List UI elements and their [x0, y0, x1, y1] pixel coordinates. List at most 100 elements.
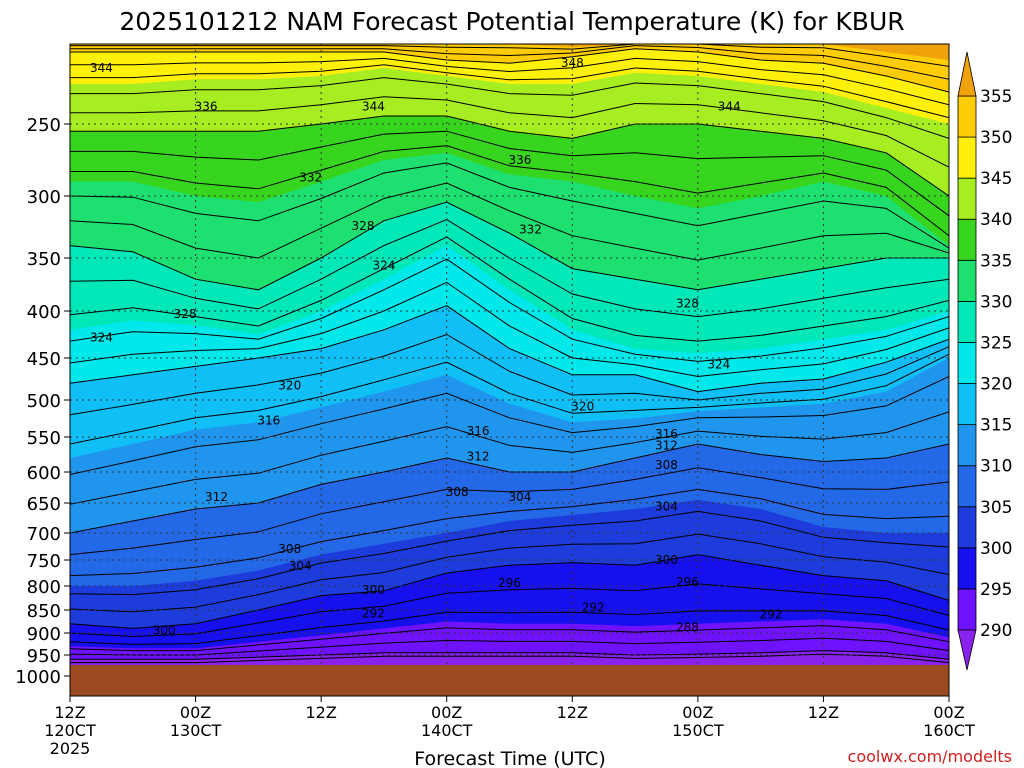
colorbar-top-arrow	[957, 51, 977, 97]
contour-label: 336	[509, 153, 532, 167]
colorbar-swatch	[957, 95, 977, 138]
colorbar-swatch	[957, 506, 977, 549]
x-tick-label2: 120CT	[44, 721, 96, 740]
isentrope-324	[70, 258, 949, 362]
isentrope-306	[70, 488, 949, 577]
contour-label: 304	[289, 559, 312, 573]
isentrope-338	[70, 130, 949, 217]
isentrope-350	[70, 48, 949, 93]
colorbar-label: 350	[980, 128, 1012, 148]
contour-label: 316	[257, 414, 280, 428]
y-tick-label: 650	[27, 494, 61, 515]
contour-label: 336	[195, 99, 218, 113]
y-tick-label: 450	[27, 349, 61, 370]
isentrope-322	[70, 281, 949, 378]
y-tick-label: 950	[27, 646, 61, 667]
isentrope-352	[70, 45, 949, 80]
contour-label: 316	[467, 424, 490, 438]
isentrope-336	[70, 145, 949, 237]
isentrope-308	[70, 467, 949, 556]
colorbar-label: 330	[980, 292, 1012, 312]
y-tick-label: 850	[27, 601, 61, 622]
colorbar-label: 315	[980, 416, 1012, 436]
isentrope-294	[70, 625, 949, 652]
colorbar-label: 310	[980, 457, 1012, 477]
contour-label: 328	[676, 297, 699, 311]
contour-label: 324	[707, 358, 730, 372]
isentrope-296	[70, 610, 949, 645]
colorbar-swatch	[957, 547, 977, 590]
colorbar-label: 325	[980, 333, 1012, 353]
ground-surface	[70, 665, 949, 696]
y-tick-label: 900	[27, 624, 61, 645]
x-tick-label2: 160CT	[923, 721, 975, 740]
contour-label: 288	[676, 620, 699, 634]
contour-label: 296	[676, 575, 699, 589]
colorbar-label: 300	[980, 539, 1012, 559]
grid-lines	[70, 44, 949, 665]
contour-label: 344	[90, 61, 113, 75]
y-tick-label: 750	[27, 551, 61, 572]
contour-label: 312	[205, 490, 228, 504]
colorbar-swatch	[957, 383, 977, 426]
y-tick-label: 300	[27, 187, 61, 208]
isentrope-298	[70, 583, 949, 638]
x-tick-label2: 150CT	[672, 721, 724, 740]
contour-label: 308	[278, 542, 301, 556]
isentrope-318	[70, 333, 949, 416]
colorbar-label: 320	[980, 375, 1012, 395]
contour-label: 308	[446, 485, 469, 499]
contour-label: 344	[362, 99, 385, 113]
isentrope-302	[70, 533, 949, 613]
colorbar-swatch	[957, 300, 977, 343]
x-axis-label: Forecast Time (UTC)	[414, 748, 605, 768]
contour-label: 348	[561, 56, 584, 70]
y-axis-ticks: 2503003504004505005506006507007508008509…	[15, 115, 70, 688]
contour-label: 300	[362, 583, 385, 597]
plot-frame	[69, 43, 950, 697]
y-tick-label: 1000	[15, 667, 61, 688]
colorbar-swatch	[957, 177, 977, 220]
contour-label: 312	[467, 450, 490, 464]
contour-label: 332	[519, 222, 542, 236]
contour-label: 332	[299, 170, 322, 184]
y-tick-label: 500	[27, 391, 61, 412]
contour-labels: 344 348 336 344 344 332 336 328 332 324 328 324 328 3…	[90, 56, 783, 638]
colorbar-swatch	[957, 342, 977, 384]
colorbar-label: 345	[980, 169, 1012, 189]
isentrope-346	[70, 64, 949, 119]
y-tick-label: 600	[27, 463, 61, 484]
isentrope-304	[70, 510, 949, 596]
isentrope-292	[70, 637, 949, 656]
band-340-plus	[70, 44, 949, 196]
x-tick-label1: 00Z	[180, 703, 211, 722]
x-tick-label2: 140CT	[421, 721, 473, 740]
y-tick-label: 250	[27, 115, 61, 136]
isentrope-312	[70, 411, 949, 505]
band-355-plus	[70, 44, 949, 60]
x-tick-label1: 00Z	[431, 703, 462, 722]
contour-label: 300	[655, 553, 678, 567]
colorbar-label: 295	[980, 580, 1012, 600]
contour-label: 304	[509, 490, 532, 504]
credit-text: coolwx.com/modelts	[848, 747, 1012, 766]
x-tick-label2: 130CT	[170, 721, 222, 740]
x-tick-label1: 12Z	[808, 703, 839, 722]
contour-label: 328	[174, 307, 197, 321]
colorbar-swatch	[957, 588, 977, 631]
contour-label: 324	[372, 258, 395, 272]
chart-title: 2025101212 NAM Forecast Potential Temper…	[119, 7, 904, 36]
contour-label: 316	[655, 427, 678, 441]
isentrope-330	[70, 201, 949, 291]
contour-label: 320	[571, 400, 594, 414]
contour-label: 320	[278, 379, 301, 393]
colorbar-label: 355	[980, 87, 1012, 107]
contour-label: 292	[582, 601, 605, 615]
isentrope-334	[70, 162, 949, 249]
isentrope-354	[70, 44, 949, 67]
isentrope-348	[70, 57, 949, 106]
contour-label: 344	[718, 99, 741, 113]
contour-label: 296	[498, 576, 521, 590]
colorbar-swatch	[957, 136, 977, 179]
x-tick-label1: 12Z	[557, 703, 588, 722]
